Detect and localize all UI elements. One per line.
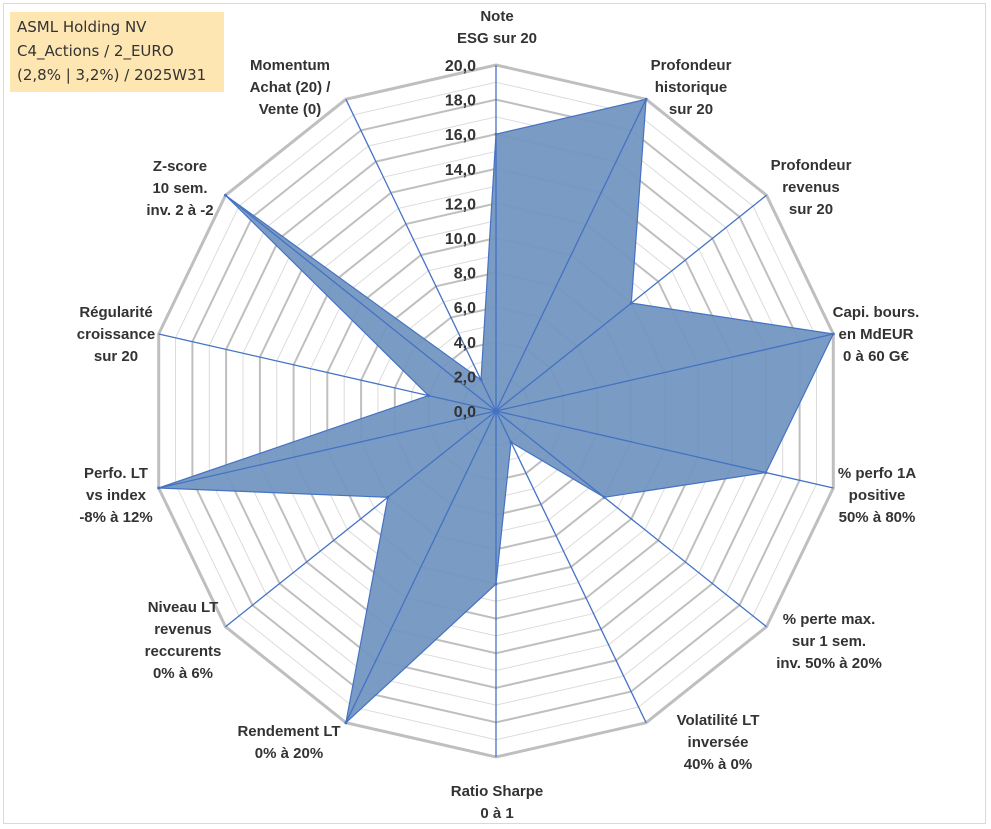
axis-spoke bbox=[495, 99, 647, 412]
category-label-line: Momentum bbox=[250, 57, 330, 74]
data-point bbox=[479, 378, 483, 382]
category-label-line: sur 20 bbox=[669, 101, 713, 118]
tick-label: 2,0 bbox=[454, 369, 476, 386]
category-label-line: sur 20 bbox=[94, 348, 138, 365]
tick-label: 16,0 bbox=[445, 127, 476, 144]
category-label-line: ESG sur 20 bbox=[457, 30, 537, 47]
category-label-line: inv. 50% à 20% bbox=[776, 655, 882, 672]
category-label-line: Z-score bbox=[153, 158, 207, 175]
axis-spoke bbox=[158, 410, 497, 489]
category-label-line: positive bbox=[849, 487, 906, 504]
data-point bbox=[644, 97, 648, 101]
data-point bbox=[494, 582, 498, 586]
data-point bbox=[386, 495, 390, 499]
title-period: (2,8% | 3,2%) / 2025W31 bbox=[17, 66, 207, 84]
category-label-line: revenus bbox=[782, 179, 840, 196]
chart-title-box: ASML Holding NV C4_Actions / 2_EURO (2,8… bbox=[10, 12, 224, 92]
data-point bbox=[764, 471, 768, 475]
axis-spoke bbox=[345, 99, 497, 412]
tick-label: 18,0 bbox=[445, 93, 476, 110]
category-label-line: Vente (0) bbox=[259, 101, 322, 118]
axis-spoke bbox=[495, 333, 834, 412]
category-label-line: Volatilité LT bbox=[677, 712, 760, 729]
category-label: Momentum Achat (20) / Vente (0) bbox=[250, 57, 332, 118]
chart-frame bbox=[3, 3, 986, 824]
category-label-line: 0 à 60 G€ bbox=[843, 348, 910, 365]
axis-spoke bbox=[225, 410, 497, 628]
tick-label: 20,0 bbox=[445, 58, 476, 75]
category-label: % perte max. sur 1 sem. inv. 50% à 20% bbox=[776, 611, 882, 672]
category-label-line: Profondeur bbox=[771, 157, 852, 174]
category-label-line: Niveau LT bbox=[148, 599, 219, 616]
category-label-line: Rendement LT bbox=[237, 723, 340, 740]
tick-label: 4,0 bbox=[454, 335, 476, 352]
data-point bbox=[629, 301, 633, 305]
category-label-line: Régularité bbox=[79, 304, 152, 321]
category-label: % perfo 1A positive 50% à 80% bbox=[838, 465, 917, 526]
title-company: ASML Holding NV bbox=[17, 18, 147, 36]
category-label-line: % perfo 1A bbox=[838, 465, 917, 482]
category-label: Profondeur revenus sur 20 bbox=[771, 157, 852, 218]
category-label: Volatilité LT inversée 40% à 0% bbox=[677, 712, 760, 773]
tick-label: 12,0 bbox=[445, 196, 476, 213]
category-label-line: inversée bbox=[688, 734, 749, 751]
tick-label: 10,0 bbox=[445, 231, 476, 248]
category-label: Note ESG sur 20 bbox=[457, 8, 537, 47]
category-label-line: Note bbox=[480, 8, 513, 25]
category-label-line: sur 20 bbox=[789, 201, 833, 218]
tick-label: 0,0 bbox=[454, 404, 476, 421]
category-label-line: vs index bbox=[86, 487, 147, 504]
category-label: Régularité croissance sur 20 bbox=[77, 304, 155, 365]
category-label: Perfo. LT vs index -8% à 12% bbox=[79, 465, 152, 526]
category-label-line: Achat (20) / bbox=[250, 79, 332, 96]
axis-spoke bbox=[495, 410, 647, 723]
data-point bbox=[494, 132, 498, 136]
category-label-line: -8% à 12% bbox=[79, 509, 152, 526]
category-label: Capi. bours. en MdEUR 0 à 60 G€ bbox=[833, 304, 920, 365]
category-label-line: reccurents bbox=[145, 643, 222, 660]
axis-spoke bbox=[495, 410, 767, 628]
data-point bbox=[224, 193, 227, 197]
axis-spoke bbox=[345, 410, 497, 723]
category-label-line: Profondeur bbox=[651, 57, 732, 74]
category-label-line: 50% à 80% bbox=[839, 509, 916, 526]
category-label-line: Capi. bours. bbox=[833, 304, 920, 321]
category-label-line: sur 1 sem. bbox=[792, 633, 866, 650]
category-label-line: 40% à 0% bbox=[684, 756, 752, 773]
data-point bbox=[427, 394, 430, 398]
data-point bbox=[509, 440, 513, 444]
category-label: Ratio Sharpe 0 à 1 bbox=[451, 783, 544, 822]
category-label-line: 0% à 20% bbox=[255, 745, 323, 762]
data-point bbox=[344, 721, 348, 725]
category-label-line: Ratio Sharpe bbox=[451, 783, 544, 800]
data-point bbox=[831, 332, 835, 336]
category-label-line: en MdEUR bbox=[839, 326, 914, 343]
category-label-line: Perfo. LT bbox=[84, 465, 148, 482]
category-label-line: croissance bbox=[77, 326, 155, 343]
category-label: Rendement LT 0% à 20% bbox=[237, 723, 340, 762]
axis-spoke bbox=[495, 410, 834, 489]
category-label-line: historique bbox=[655, 79, 728, 96]
tick-label: 14,0 bbox=[445, 162, 476, 179]
category-label-line: % perte max. bbox=[783, 611, 876, 628]
axis-spoke bbox=[158, 333, 497, 412]
data-point bbox=[157, 486, 161, 490]
tick-label: 8,0 bbox=[454, 266, 476, 283]
title-category: C4_Actions / 2_EURO bbox=[17, 42, 174, 60]
category-label-line: inv. 2 à -2 bbox=[146, 202, 213, 219]
category-label-line: 0 à 1 bbox=[480, 805, 513, 822]
category-label: Niveau LT revenus reccurents 0% à 6% bbox=[145, 599, 222, 682]
data-point bbox=[602, 495, 606, 499]
category-label: Profondeur historique sur 20 bbox=[651, 57, 732, 118]
axis-spoke bbox=[225, 194, 497, 412]
category-label-line: revenus bbox=[154, 621, 212, 638]
category-label-line: 0% à 6% bbox=[153, 665, 213, 682]
category-label: Z-score 10 sem. inv. 2 à -2 bbox=[146, 158, 213, 219]
category-label-line: 10 sem. bbox=[152, 180, 207, 197]
tick-label: 6,0 bbox=[454, 300, 476, 317]
